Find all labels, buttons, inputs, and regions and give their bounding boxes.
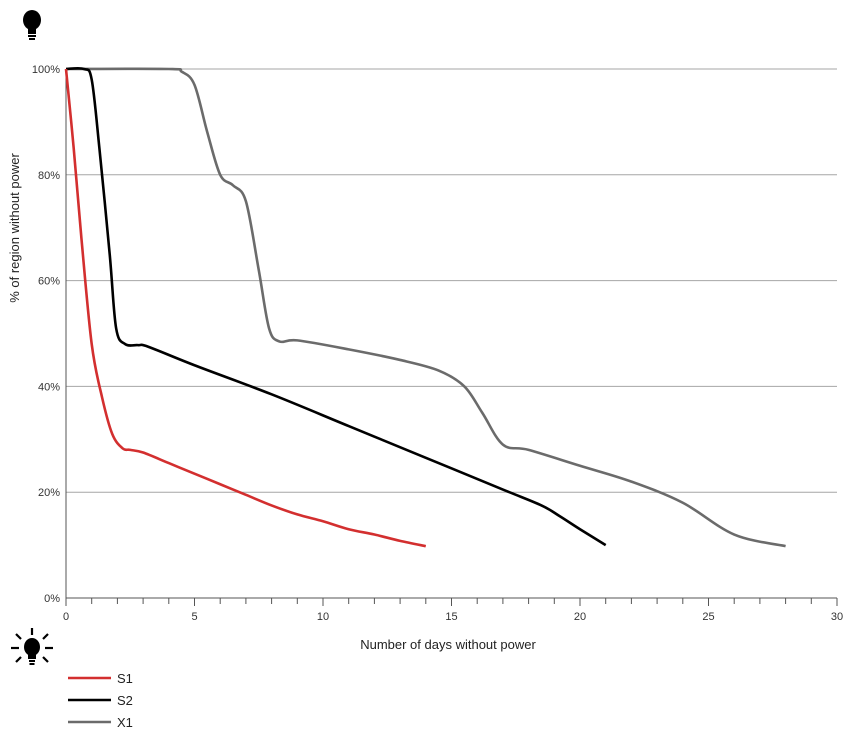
x-axis-ticks: 0 5 10 15 20 25 30 <box>63 598 843 623</box>
y-tick-label: 20% <box>38 487 60 499</box>
x-tick-label: 0 <box>63 611 69 623</box>
legend-label-s1: S1 <box>117 671 133 686</box>
y-axis-ticks: 0% 20% 40% 60% 80% 100% <box>32 64 60 605</box>
series-line-x1 <box>65 67 786 548</box>
x-tick-label: 5 <box>191 611 197 623</box>
y-tick-label: 0% <box>44 593 60 605</box>
x-tick-label: 30 <box>831 611 843 623</box>
legend: S1 S2 X1 <box>68 671 133 729</box>
axes <box>65 69 837 599</box>
y-tick-label: 100% <box>32 64 60 76</box>
series-line-s1 <box>64 68 427 548</box>
y-tick-label: 40% <box>38 381 60 393</box>
lightbulb-on-icon <box>11 628 53 665</box>
series-line-s2 <box>65 66 607 547</box>
x-tick-label: 20 <box>574 611 586 623</box>
x-tick-label: 15 <box>445 611 457 623</box>
legend-label-s2: S2 <box>117 693 133 708</box>
x-tick-label: 25 <box>702 611 714 623</box>
grid-lines <box>66 68 837 493</box>
x-axis-title: Number of days without power <box>360 637 536 652</box>
series-lines <box>64 66 786 548</box>
y-tick-label: 60% <box>38 276 60 288</box>
lightbulb-off-icon <box>23 10 41 40</box>
y-tick-label: 80% <box>38 170 60 182</box>
legend-label-x1: X1 <box>117 715 133 729</box>
x-tick-label: 10 <box>317 611 329 623</box>
y-axis-title: % of region without power <box>7 153 22 303</box>
